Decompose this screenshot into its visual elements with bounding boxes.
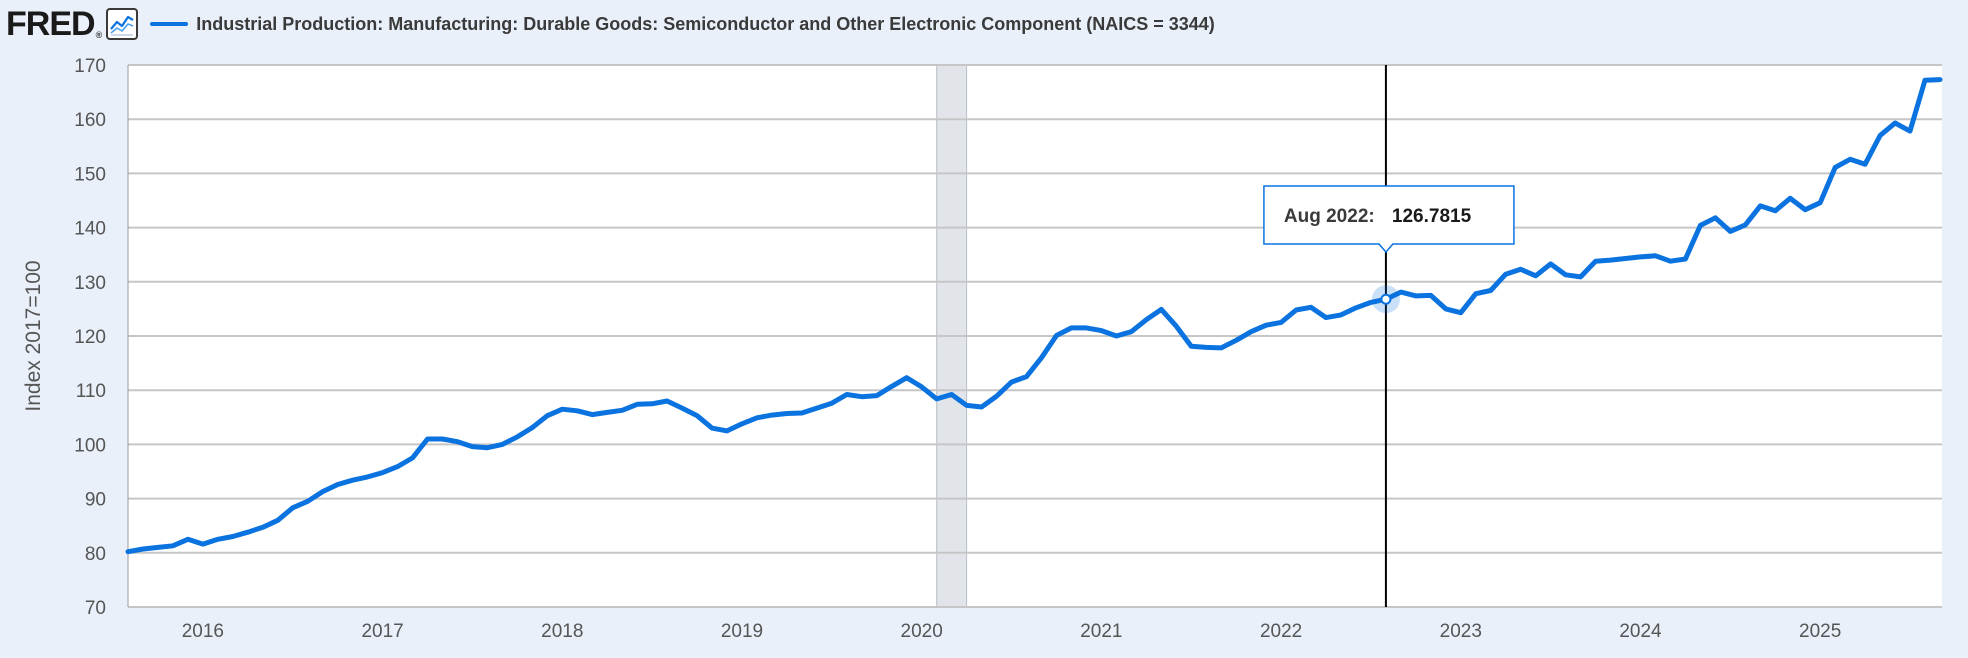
fred-registered-mark: ® xyxy=(95,30,103,40)
tooltip-box xyxy=(1263,185,1515,254)
line-graph-icon[interactable] xyxy=(106,8,139,40)
x-tick-label: 2021 xyxy=(1080,621,1122,642)
y-tick-label: 100 xyxy=(74,435,106,456)
y-tick-label: 70 xyxy=(85,598,106,619)
tooltip-value: 126.7815 xyxy=(1392,206,1472,227)
y-tick-label: 120 xyxy=(74,327,106,348)
x-tick-label: 2025 xyxy=(1799,621,1841,642)
x-tick-label: 2019 xyxy=(721,621,763,642)
y-tick-label: 150 xyxy=(74,164,106,185)
tooltip-date: Aug 2022: xyxy=(1284,206,1375,227)
y-tick-label: 80 xyxy=(85,544,106,565)
y-tick-label: 140 xyxy=(74,219,106,240)
x-tick-label: 2017 xyxy=(361,621,403,642)
y-axis-title: Index 2017=100 xyxy=(22,260,45,411)
x-tick-label: 2020 xyxy=(901,621,943,642)
legend-series-title[interactable]: Industrial Production: Manufacturing: Du… xyxy=(196,13,1215,34)
y-tick-label: 90 xyxy=(85,490,106,511)
legend-swatch xyxy=(150,22,189,26)
chart-header: FRED ® Industrial Production: Manufacturi… xyxy=(6,4,1215,44)
y-tick-label: 170 xyxy=(74,56,106,77)
x-tick-label: 2022 xyxy=(1260,621,1302,642)
y-tick-label: 160 xyxy=(74,110,106,131)
x-tick-label: 2016 xyxy=(182,621,224,642)
series-line xyxy=(125,77,1943,555)
x-tick-label: 2023 xyxy=(1440,621,1482,642)
fred-logo[interactable]: FRED ® xyxy=(6,5,103,43)
fred-logo-text: FRED xyxy=(6,5,96,43)
y-tick-label: 110 xyxy=(76,381,106,402)
hover-point xyxy=(1380,293,1392,305)
y-tick-label: 130 xyxy=(74,273,106,294)
x-tick-label: 2018 xyxy=(541,621,583,642)
x-tick-label: 2024 xyxy=(1619,621,1662,642)
